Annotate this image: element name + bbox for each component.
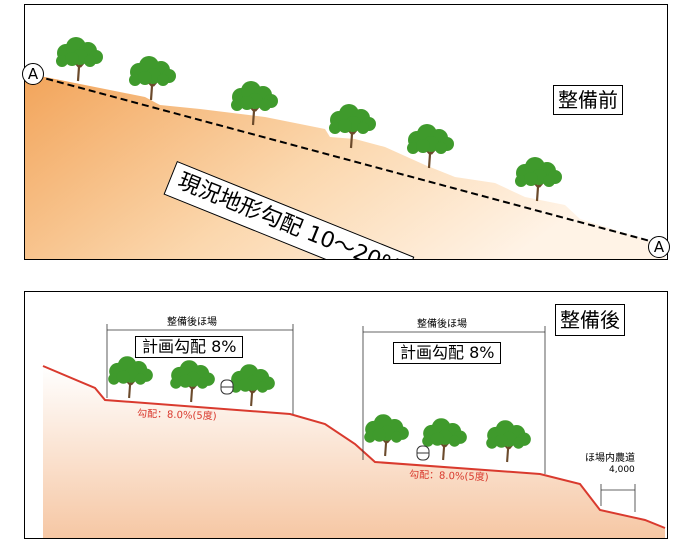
tree-after-6 [486,420,531,463]
existing-terrain-fill [25,73,665,259]
tree-before-2 [129,56,176,101]
field-b-title: 整備後ほ場 [417,319,467,330]
farm-road-label: ほ場内農道 [585,453,635,464]
tree-after-2 [170,360,215,403]
section-marker-end: A [648,236,670,258]
after-trees [108,356,531,463]
terraced-ground-fill [43,366,665,538]
tree-before-3 [231,81,278,126]
before-trees [56,37,562,202]
after-stage-label: 整備後 [555,304,625,336]
irrigation-tank-icon [220,379,234,395]
before-stage-label: 整備前 [553,85,623,115]
after-panel: 整備後 整備後ほ場 計画勾配 8% 勾配：8.0%(5度) 整備後ほ場 計画勾配… [24,291,668,539]
tree-after-4 [364,414,409,457]
tree-before-4 [329,104,376,149]
field-a-plan-gradient: 計画勾配 8% [135,336,244,358]
current-slope-dashed-line [25,72,666,246]
farm-road-dimension [600,484,636,512]
tree-after-1 [108,356,153,399]
irrigation-tank-icon-2 [416,445,430,461]
tree-before-6 [515,157,562,202]
terraced-section-line [42,365,666,529]
tree-after-3 [230,364,275,407]
tree-before-5 [407,124,454,169]
before-panel: 整備前 現況地形勾配 10～20% [24,4,668,260]
tree-after-5 [422,418,467,461]
field-a-extent [106,324,294,414]
after-terraced-drawing [42,324,666,538]
field-b-plan-gradient: 計画勾配 8% [393,342,502,364]
field-a-title: 整備後ほ場 [167,317,217,328]
field-b-extent [362,326,546,474]
before-slope-drawing [25,37,666,259]
farm-road-width: 4,000 [609,465,635,475]
tree-before-1 [56,37,103,82]
section-marker-start: A [22,63,44,85]
